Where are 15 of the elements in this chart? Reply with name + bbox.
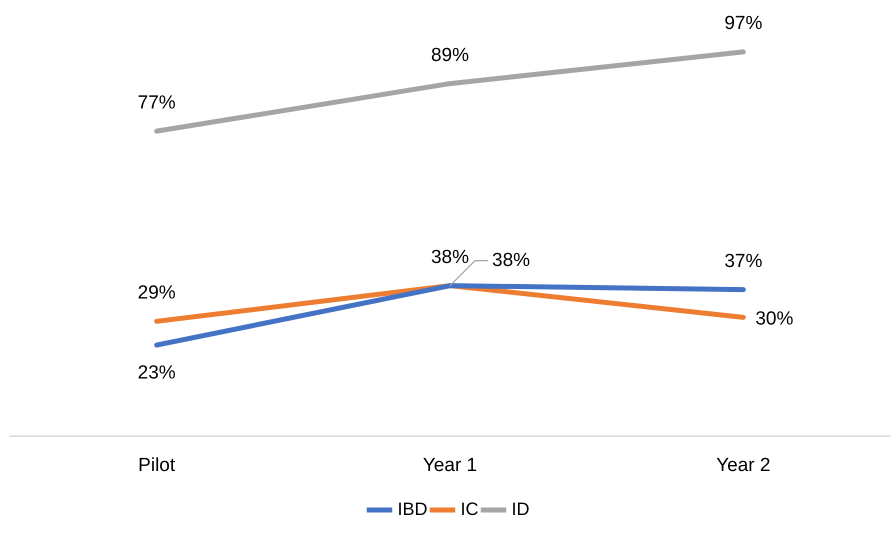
legend-label: IBD: [397, 498, 428, 519]
legend-label: IC: [460, 498, 479, 519]
data-label: 38%: [492, 250, 530, 271]
data-label: 77%: [138, 92, 176, 114]
data-label: 37%: [724, 250, 762, 272]
data-label: 29%: [138, 282, 176, 304]
data-label: 38%: [430, 246, 470, 268]
data-label: 23%: [138, 362, 176, 384]
x-tick-label: Pilot: [138, 454, 176, 476]
x-tick-label: Year 2: [716, 454, 770, 476]
data-label: 89%: [430, 44, 470, 66]
x-tick-label: Year 1: [422, 454, 478, 476]
legend-label: ID: [512, 498, 530, 519]
data-label: 30%: [755, 308, 794, 330]
data-label: 97%: [724, 13, 762, 34]
